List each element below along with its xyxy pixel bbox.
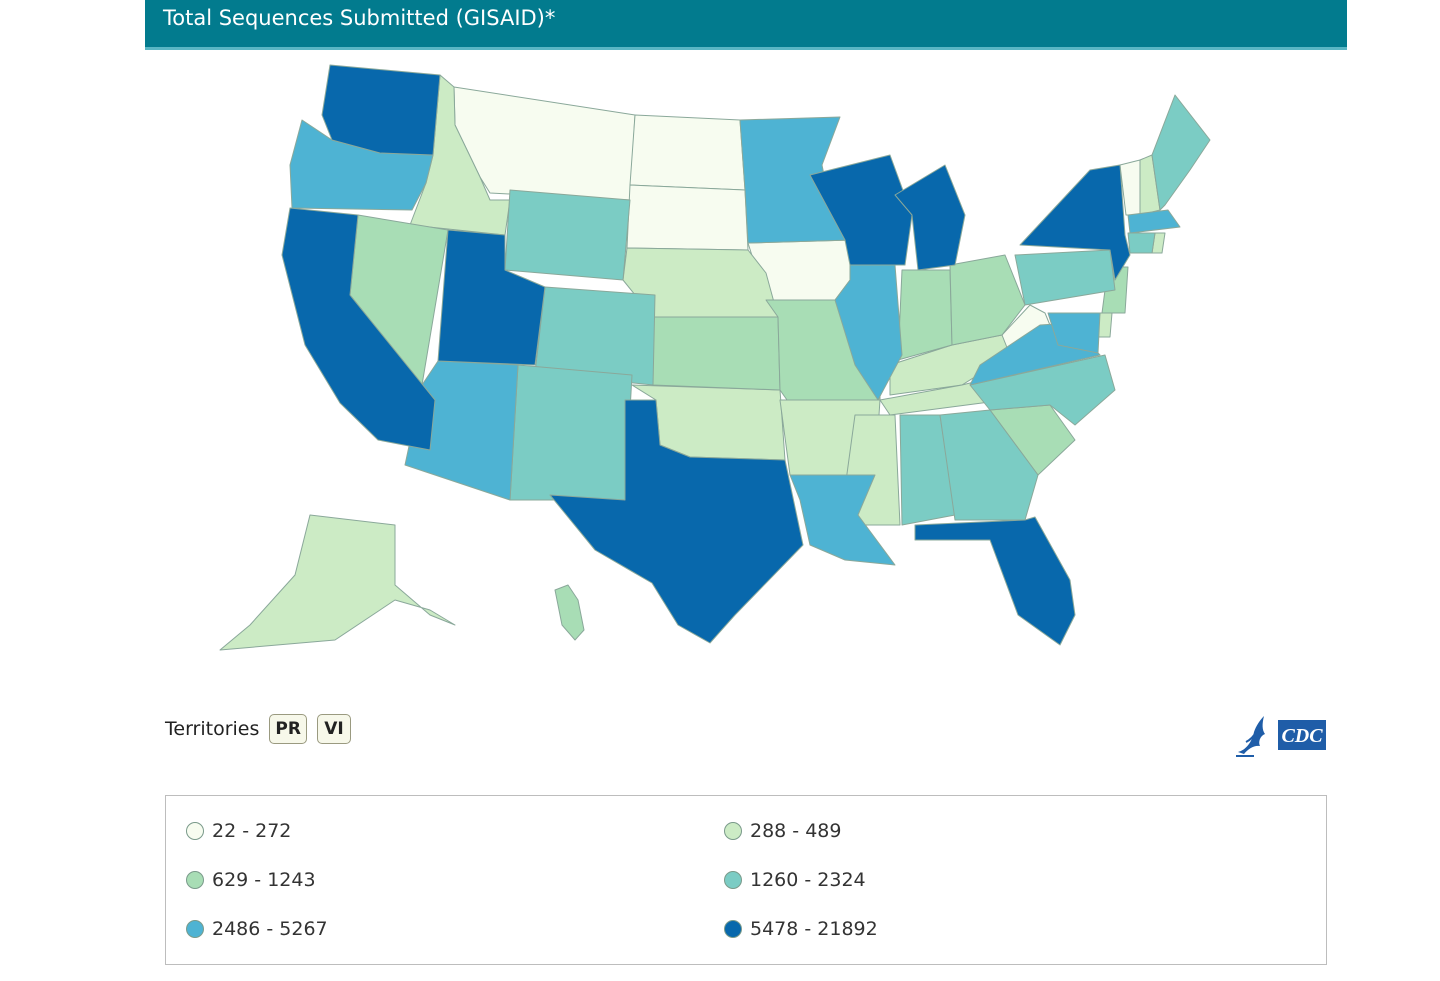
legend: 22 - 272 288 - 489 629 - 1243 1260 - 232… — [165, 795, 1327, 965]
legend-item: 629 - 1243 — [186, 869, 316, 891]
legend-label: 2486 - 5267 — [212, 918, 328, 940]
state-wa[interactable] — [321, 64, 441, 156]
state-nd[interactable] — [629, 114, 746, 191]
state-ny[interactable] — [1019, 164, 1131, 281]
state-il[interactable] — [834, 264, 903, 401]
territories-label: Territories — [165, 718, 260, 740]
state-ma[interactable] — [1127, 209, 1181, 234]
state-hi[interactable] — [554, 584, 585, 641]
state-ct[interactable] — [1127, 232, 1156, 254]
map-header: Total Sequences Submitted (GISAID)* — [145, 0, 1347, 50]
state-az[interactable] — [404, 360, 519, 501]
state-fl[interactable] — [914, 516, 1076, 646]
state-la[interactable] — [789, 474, 896, 566]
legend-label: 5478 - 21892 — [750, 918, 878, 940]
state-in[interactable] — [897, 269, 953, 361]
state-wi[interactable] — [809, 154, 913, 266]
legend-swatch — [724, 822, 742, 840]
legend-swatch — [724, 920, 742, 938]
legend-swatch — [186, 822, 204, 840]
legend-swatch — [186, 871, 204, 889]
state-co[interactable] — [534, 286, 656, 386]
legend-swatch — [724, 871, 742, 889]
state-pa[interactable] — [1014, 249, 1116, 306]
state-sd[interactable] — [626, 184, 749, 251]
cdc-box-icon — [1278, 720, 1326, 750]
us-choropleth-map — [219, 64, 1211, 651]
cdc-logo-text: CDC — [1281, 725, 1323, 747]
legend-swatch — [186, 920, 204, 938]
state-oh[interactable] — [949, 254, 1026, 346]
state-ca[interactable] — [281, 207, 436, 451]
state-me[interactable] — [1151, 94, 1211, 211]
legend-label: 1260 - 2324 — [750, 869, 866, 891]
state-wy[interactable] — [504, 189, 631, 281]
territories-bar: Territories PR VI — [165, 712, 361, 746]
legend-item: 288 - 489 — [724, 820, 841, 842]
state-md[interactable] — [1047, 312, 1101, 354]
legend-label: 288 - 489 — [750, 820, 842, 842]
state-nc[interactable] — [969, 354, 1116, 426]
legend-item: 1260 - 2324 — [724, 869, 866, 891]
state-tx[interactable] — [549, 399, 804, 644]
state-ut[interactable] — [437, 229, 546, 366]
map-title: Total Sequences Submitted (GISAID)* — [163, 6, 556, 30]
state-ks[interactable] — [652, 316, 781, 391]
legend-item: 2486 - 5267 — [186, 918, 328, 940]
state-ak[interactable] — [219, 514, 456, 651]
territory-pr-button[interactable]: PR — [269, 714, 307, 744]
state-nm[interactable] — [509, 364, 633, 501]
territory-vi-button[interactable]: VI — [316, 714, 351, 744]
state-ga[interactable] — [939, 409, 1039, 521]
legend-item: 22 - 272 — [186, 820, 291, 842]
legend-label: 629 - 1243 — [212, 869, 316, 891]
state-mi[interactable] — [894, 164, 966, 271]
legend-item: 5478 - 21892 — [724, 918, 878, 940]
hhs-eagle-icon — [1236, 716, 1265, 757]
cdc-logo: CDC — [1236, 716, 1326, 757]
legend-label: 22 - 272 — [212, 820, 292, 842]
